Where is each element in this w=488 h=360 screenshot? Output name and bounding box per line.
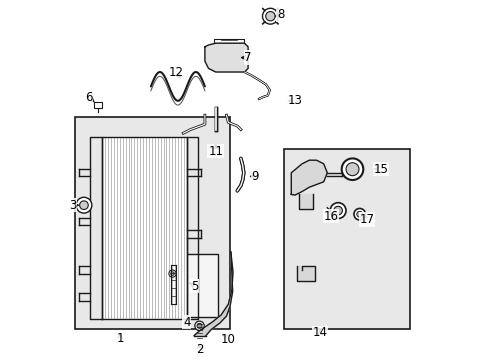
Text: 5: 5 xyxy=(191,280,198,293)
Text: 16: 16 xyxy=(323,210,338,222)
Polygon shape xyxy=(291,160,326,195)
Circle shape xyxy=(356,211,362,217)
Text: 8: 8 xyxy=(276,8,284,21)
Circle shape xyxy=(194,321,204,330)
Text: 2: 2 xyxy=(195,343,203,356)
Circle shape xyxy=(197,323,202,328)
Text: 13: 13 xyxy=(287,94,302,107)
Text: 4: 4 xyxy=(183,316,190,329)
Circle shape xyxy=(168,270,176,277)
Text: 6: 6 xyxy=(85,91,93,104)
Text: 9: 9 xyxy=(251,170,259,183)
Bar xyxy=(162,254,217,317)
Circle shape xyxy=(329,203,346,219)
Circle shape xyxy=(80,201,88,210)
Circle shape xyxy=(353,208,365,220)
Polygon shape xyxy=(194,252,232,336)
Bar xyxy=(102,137,186,319)
Text: 7: 7 xyxy=(244,51,251,64)
Text: 12: 12 xyxy=(168,66,183,78)
Bar xyxy=(284,149,409,329)
Polygon shape xyxy=(298,194,312,209)
Text: 14: 14 xyxy=(312,327,327,339)
Circle shape xyxy=(262,8,278,24)
Text: 10: 10 xyxy=(221,333,235,346)
Text: 3: 3 xyxy=(69,199,76,212)
Bar xyxy=(75,117,230,329)
Polygon shape xyxy=(204,43,247,72)
Polygon shape xyxy=(296,266,314,281)
Text: 15: 15 xyxy=(373,163,388,176)
Circle shape xyxy=(170,272,174,275)
Circle shape xyxy=(265,12,275,21)
Circle shape xyxy=(346,163,358,176)
Text: 17: 17 xyxy=(359,213,374,226)
Text: 11: 11 xyxy=(208,145,223,158)
Bar xyxy=(94,102,102,108)
Circle shape xyxy=(76,197,92,213)
Text: 1: 1 xyxy=(116,332,124,345)
Circle shape xyxy=(341,158,363,180)
Circle shape xyxy=(333,206,342,215)
